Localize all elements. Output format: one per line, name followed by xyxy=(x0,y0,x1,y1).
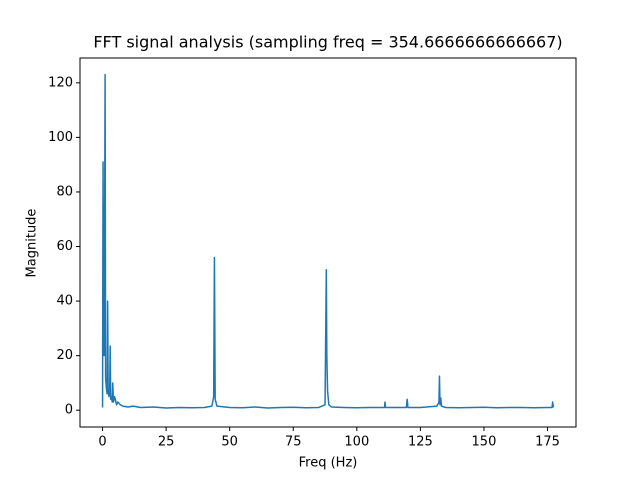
y-tick-label: 40 xyxy=(56,294,73,309)
x-tick-label: 25 xyxy=(158,435,175,450)
y-tick-label: 100 xyxy=(48,130,73,145)
y-tick-label: 20 xyxy=(56,348,73,363)
x-tick-label: 0 xyxy=(98,435,106,450)
y-tick-label: 60 xyxy=(56,239,73,254)
x-tick-label: 175 xyxy=(535,435,560,450)
x-tick-label: 100 xyxy=(344,435,369,450)
chart-title: FFT signal analysis (sampling freq = 354… xyxy=(93,33,562,52)
x-tick-label: 150 xyxy=(472,435,497,450)
x-tick-label: 50 xyxy=(221,435,238,450)
y-tick-label: 0 xyxy=(65,403,73,418)
y-tick-label: 120 xyxy=(48,75,73,90)
x-axis-label: Freq (Hz) xyxy=(299,456,358,471)
line-series xyxy=(101,73,555,409)
x-tick-label: 75 xyxy=(285,435,302,450)
y-tick-label: 80 xyxy=(56,184,73,199)
x-tick-label: 125 xyxy=(408,435,433,450)
y-axis-label: Magnitude xyxy=(25,209,40,278)
plot-frame xyxy=(79,57,577,428)
